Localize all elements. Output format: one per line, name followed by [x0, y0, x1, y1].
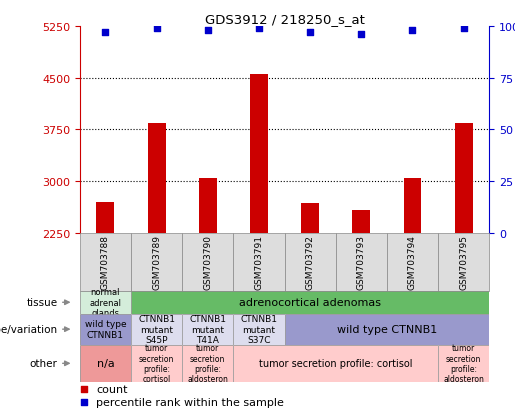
Text: GSM703792: GSM703792 — [305, 235, 315, 290]
Point — [203, 28, 212, 34]
Bar — [455, 123, 473, 233]
Bar — [131, 233, 182, 291]
Text: percentile rank within the sample: percentile rank within the sample — [96, 397, 284, 407]
Bar — [233, 233, 284, 291]
Bar — [199, 178, 217, 233]
Bar — [284, 233, 336, 291]
Bar — [96, 202, 114, 233]
Text: tumor
secretion
profile:
aldosteron: tumor secretion profile: aldosteron — [187, 343, 228, 384]
Text: n/a: n/a — [96, 358, 114, 368]
Bar — [352, 211, 370, 233]
Point — [357, 32, 366, 38]
Text: CTNNB1
mutant
S37C: CTNNB1 mutant S37C — [241, 315, 278, 344]
Bar — [148, 123, 165, 233]
Bar — [182, 233, 233, 291]
Text: tumor
secretion
profile:
cortisol: tumor secretion profile: cortisol — [139, 343, 174, 384]
Point — [255, 26, 263, 32]
Text: CTNNB1
mutant
T41A: CTNNB1 mutant T41A — [190, 315, 226, 344]
Bar — [438, 233, 489, 291]
Bar — [250, 75, 268, 233]
Text: GSM703791: GSM703791 — [254, 235, 264, 290]
Text: GSM703790: GSM703790 — [203, 235, 212, 290]
Text: GSM703788: GSM703788 — [101, 235, 110, 290]
Text: genotype/variation: genotype/variation — [0, 324, 58, 335]
Text: GSM703794: GSM703794 — [408, 235, 417, 290]
Text: adrenocortical adenomas: adrenocortical adenomas — [239, 297, 381, 308]
Text: tumor secretion profile: cortisol: tumor secretion profile: cortisol — [259, 358, 413, 368]
Text: GSM703789: GSM703789 — [152, 235, 161, 290]
Point — [101, 30, 110, 36]
Point — [80, 399, 88, 406]
Text: CTNNB1
mutant
S45P: CTNNB1 mutant S45P — [138, 315, 175, 344]
Point — [80, 385, 88, 392]
Bar — [336, 233, 387, 291]
Point — [459, 26, 468, 32]
Point — [152, 26, 161, 32]
Bar — [80, 233, 131, 291]
Text: normal
adrenal
glands: normal adrenal glands — [90, 288, 122, 317]
Point — [306, 30, 314, 36]
Text: wild type CTNNB1: wild type CTNNB1 — [337, 324, 437, 335]
Text: count: count — [96, 384, 128, 394]
Title: GDS3912 / 218250_s_at: GDS3912 / 218250_s_at — [204, 13, 365, 26]
Bar — [301, 204, 319, 233]
Text: tissue: tissue — [26, 297, 58, 308]
Text: tumor
secretion
profile:
aldosteron: tumor secretion profile: aldosteron — [443, 343, 484, 384]
Text: GSM703795: GSM703795 — [459, 235, 468, 290]
Bar — [387, 233, 438, 291]
Text: other: other — [29, 358, 58, 368]
Point — [408, 28, 417, 34]
Bar — [404, 178, 421, 233]
Text: GSM703793: GSM703793 — [357, 235, 366, 290]
Text: wild type
CTNNB1: wild type CTNNB1 — [84, 320, 126, 339]
